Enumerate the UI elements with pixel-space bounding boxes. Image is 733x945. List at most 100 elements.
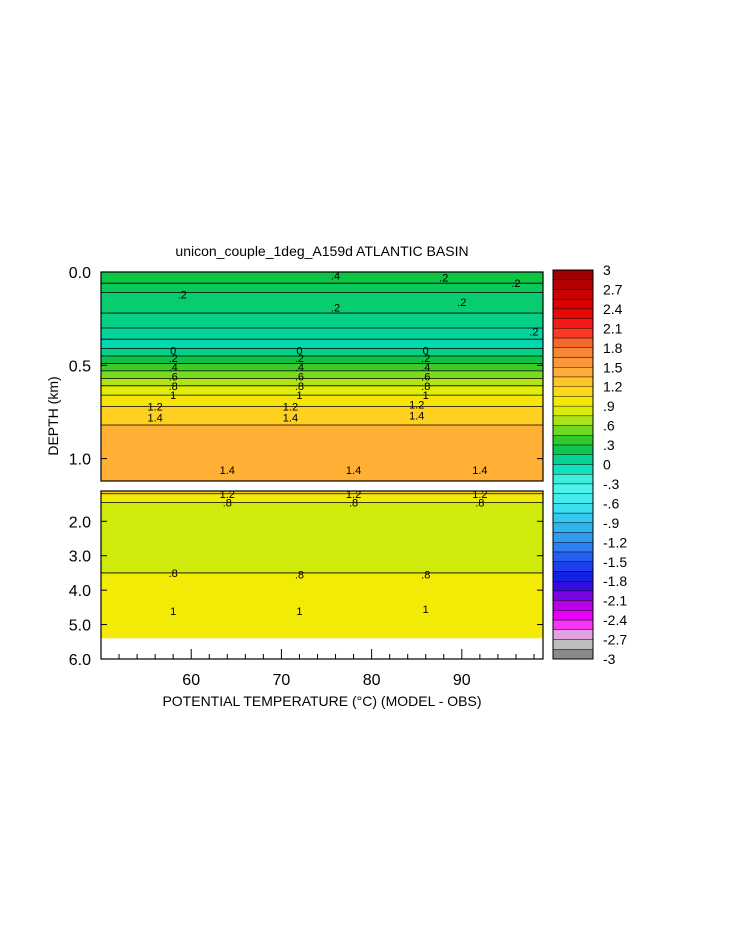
contour-label: .6 bbox=[421, 372, 430, 384]
panel-frame bbox=[100, 271, 544, 482]
y-axis-label: DEPTH (km) bbox=[45, 376, 61, 455]
contour-band bbox=[101, 493, 543, 503]
contour-label: .8 bbox=[349, 497, 358, 509]
colorbar-label: 2.4 bbox=[603, 301, 623, 317]
contour-label: 1 bbox=[170, 390, 176, 402]
colorbar-segment bbox=[552, 610, 594, 621]
panel-frame bbox=[100, 490, 544, 660]
colorbar-segment bbox=[552, 581, 594, 592]
colorbar-segment bbox=[552, 386, 594, 397]
contour-label: .8 bbox=[421, 570, 430, 582]
colorbar-segment bbox=[552, 444, 594, 455]
colorbar-segment bbox=[552, 298, 594, 310]
x-tick-label: 60 bbox=[182, 672, 200, 689]
colorbar-segment bbox=[552, 357, 594, 368]
contour-label: .8 bbox=[223, 497, 232, 509]
contour-band bbox=[101, 491, 543, 494]
colorbar-label: -2.4 bbox=[603, 612, 627, 628]
contour-label: .6 bbox=[295, 372, 304, 384]
colorbar-label: 2.1 bbox=[603, 320, 623, 336]
contour-label: .2 bbox=[511, 278, 520, 290]
colorbar-label: -1.5 bbox=[603, 554, 627, 570]
contour-label: .2 bbox=[439, 273, 448, 285]
colorbar-segment bbox=[552, 337, 594, 349]
y-tick-label: 5.0 bbox=[69, 618, 91, 635]
y-tick-label: 6.0 bbox=[69, 652, 91, 669]
y-tick-label: 4.0 bbox=[69, 583, 91, 600]
colorbar-segment bbox=[552, 542, 594, 553]
colorbar-label: -1.2 bbox=[603, 534, 627, 550]
colorbar-label: -3 bbox=[603, 651, 616, 667]
colorbar-segment bbox=[552, 415, 594, 426]
upper-panel: .4.2.2.2.2.2.20 0 0.2.2.2.4.4.4.6.6.6.8.8.… bbox=[69, 265, 544, 482]
colorbar-segment bbox=[552, 474, 594, 485]
contour-label: .8 bbox=[295, 381, 304, 393]
colorbar-label: -.9 bbox=[603, 515, 620, 531]
colorbar-segment bbox=[552, 532, 594, 543]
colorbar-label: -.3 bbox=[603, 476, 620, 492]
contour-label: 1.4 bbox=[346, 465, 361, 477]
contour-label: 0 bbox=[423, 345, 429, 357]
colorbar-segment bbox=[552, 269, 594, 280]
contour-band bbox=[101, 292, 543, 314]
y-tick-label: 3.0 bbox=[69, 549, 91, 566]
colorbar-label: -2.7 bbox=[603, 632, 627, 648]
colorbar-segment bbox=[552, 639, 594, 650]
colorbar-label: .3 bbox=[603, 437, 615, 453]
y-tick-label: 0.5 bbox=[69, 358, 91, 375]
colorbar-segment bbox=[552, 493, 594, 504]
colorbar-segment bbox=[552, 590, 594, 601]
y-tick-label: 1.0 bbox=[69, 452, 91, 469]
contour-label: 1 bbox=[423, 604, 429, 616]
contour-band bbox=[101, 502, 543, 573]
contour-label: 1.2 bbox=[147, 401, 162, 413]
contour-band bbox=[101, 638, 543, 659]
contour-band bbox=[101, 385, 543, 396]
colorbar-segment bbox=[552, 367, 594, 378]
colorbar-segment bbox=[552, 512, 594, 524]
colorbar-segment bbox=[552, 649, 594, 660]
colorbar-segment bbox=[552, 600, 594, 611]
contour-band bbox=[101, 339, 543, 349]
colorbar-segment bbox=[552, 571, 594, 582]
colorbar-label: 1.8 bbox=[603, 340, 623, 356]
contour-label: .8 bbox=[295, 570, 304, 582]
contour-label: .4 bbox=[169, 362, 178, 374]
colorbar-segment bbox=[552, 619, 594, 631]
colorbar-frame bbox=[552, 269, 594, 660]
contour-label: 1.2 bbox=[409, 399, 424, 411]
contour-band bbox=[101, 313, 543, 328]
colorbar-segment bbox=[552, 464, 594, 475]
contour-band bbox=[101, 272, 543, 284]
contour-label: .8 bbox=[169, 568, 178, 580]
colorbar-segment bbox=[552, 396, 594, 407]
colorbar-label: 3 bbox=[603, 262, 611, 278]
contour-band bbox=[101, 572, 543, 639]
contour-label: .4 bbox=[295, 362, 304, 374]
colorbar-label: .9 bbox=[603, 398, 615, 414]
colorbar-segment bbox=[552, 629, 594, 640]
contour-label: 1.4 bbox=[147, 413, 162, 425]
colorbar-label: 1.5 bbox=[603, 359, 623, 375]
contour-label: 1.2 bbox=[283, 401, 298, 413]
colorbar-segment bbox=[552, 376, 594, 387]
colorbar-label: -.6 bbox=[603, 495, 620, 511]
contour-label: .8 bbox=[421, 381, 430, 393]
x-axis-label: POTENTIAL TEMPERATURE (°C) (MODEL - OBS) bbox=[162, 693, 481, 709]
colorbar-label: -1.8 bbox=[603, 573, 627, 589]
contour-label: .2 bbox=[331, 302, 340, 314]
contour-label: 1.4 bbox=[472, 465, 487, 477]
contour-label: 0 bbox=[170, 345, 176, 357]
contour-label: .2 bbox=[178, 289, 187, 301]
contour-label: 1.2 bbox=[472, 489, 487, 501]
contour-label: .4 bbox=[421, 362, 430, 374]
colorbar-label: 0 bbox=[603, 457, 611, 473]
colorbar-segment bbox=[552, 503, 594, 514]
y-tick-label: 0.0 bbox=[69, 265, 91, 282]
colorbar-segment bbox=[552, 483, 594, 494]
contour-label: 0 bbox=[296, 345, 302, 357]
contour-label: .8 bbox=[475, 497, 484, 509]
colorbar-segment bbox=[552, 561, 594, 572]
contour-label: .8 bbox=[169, 381, 178, 393]
